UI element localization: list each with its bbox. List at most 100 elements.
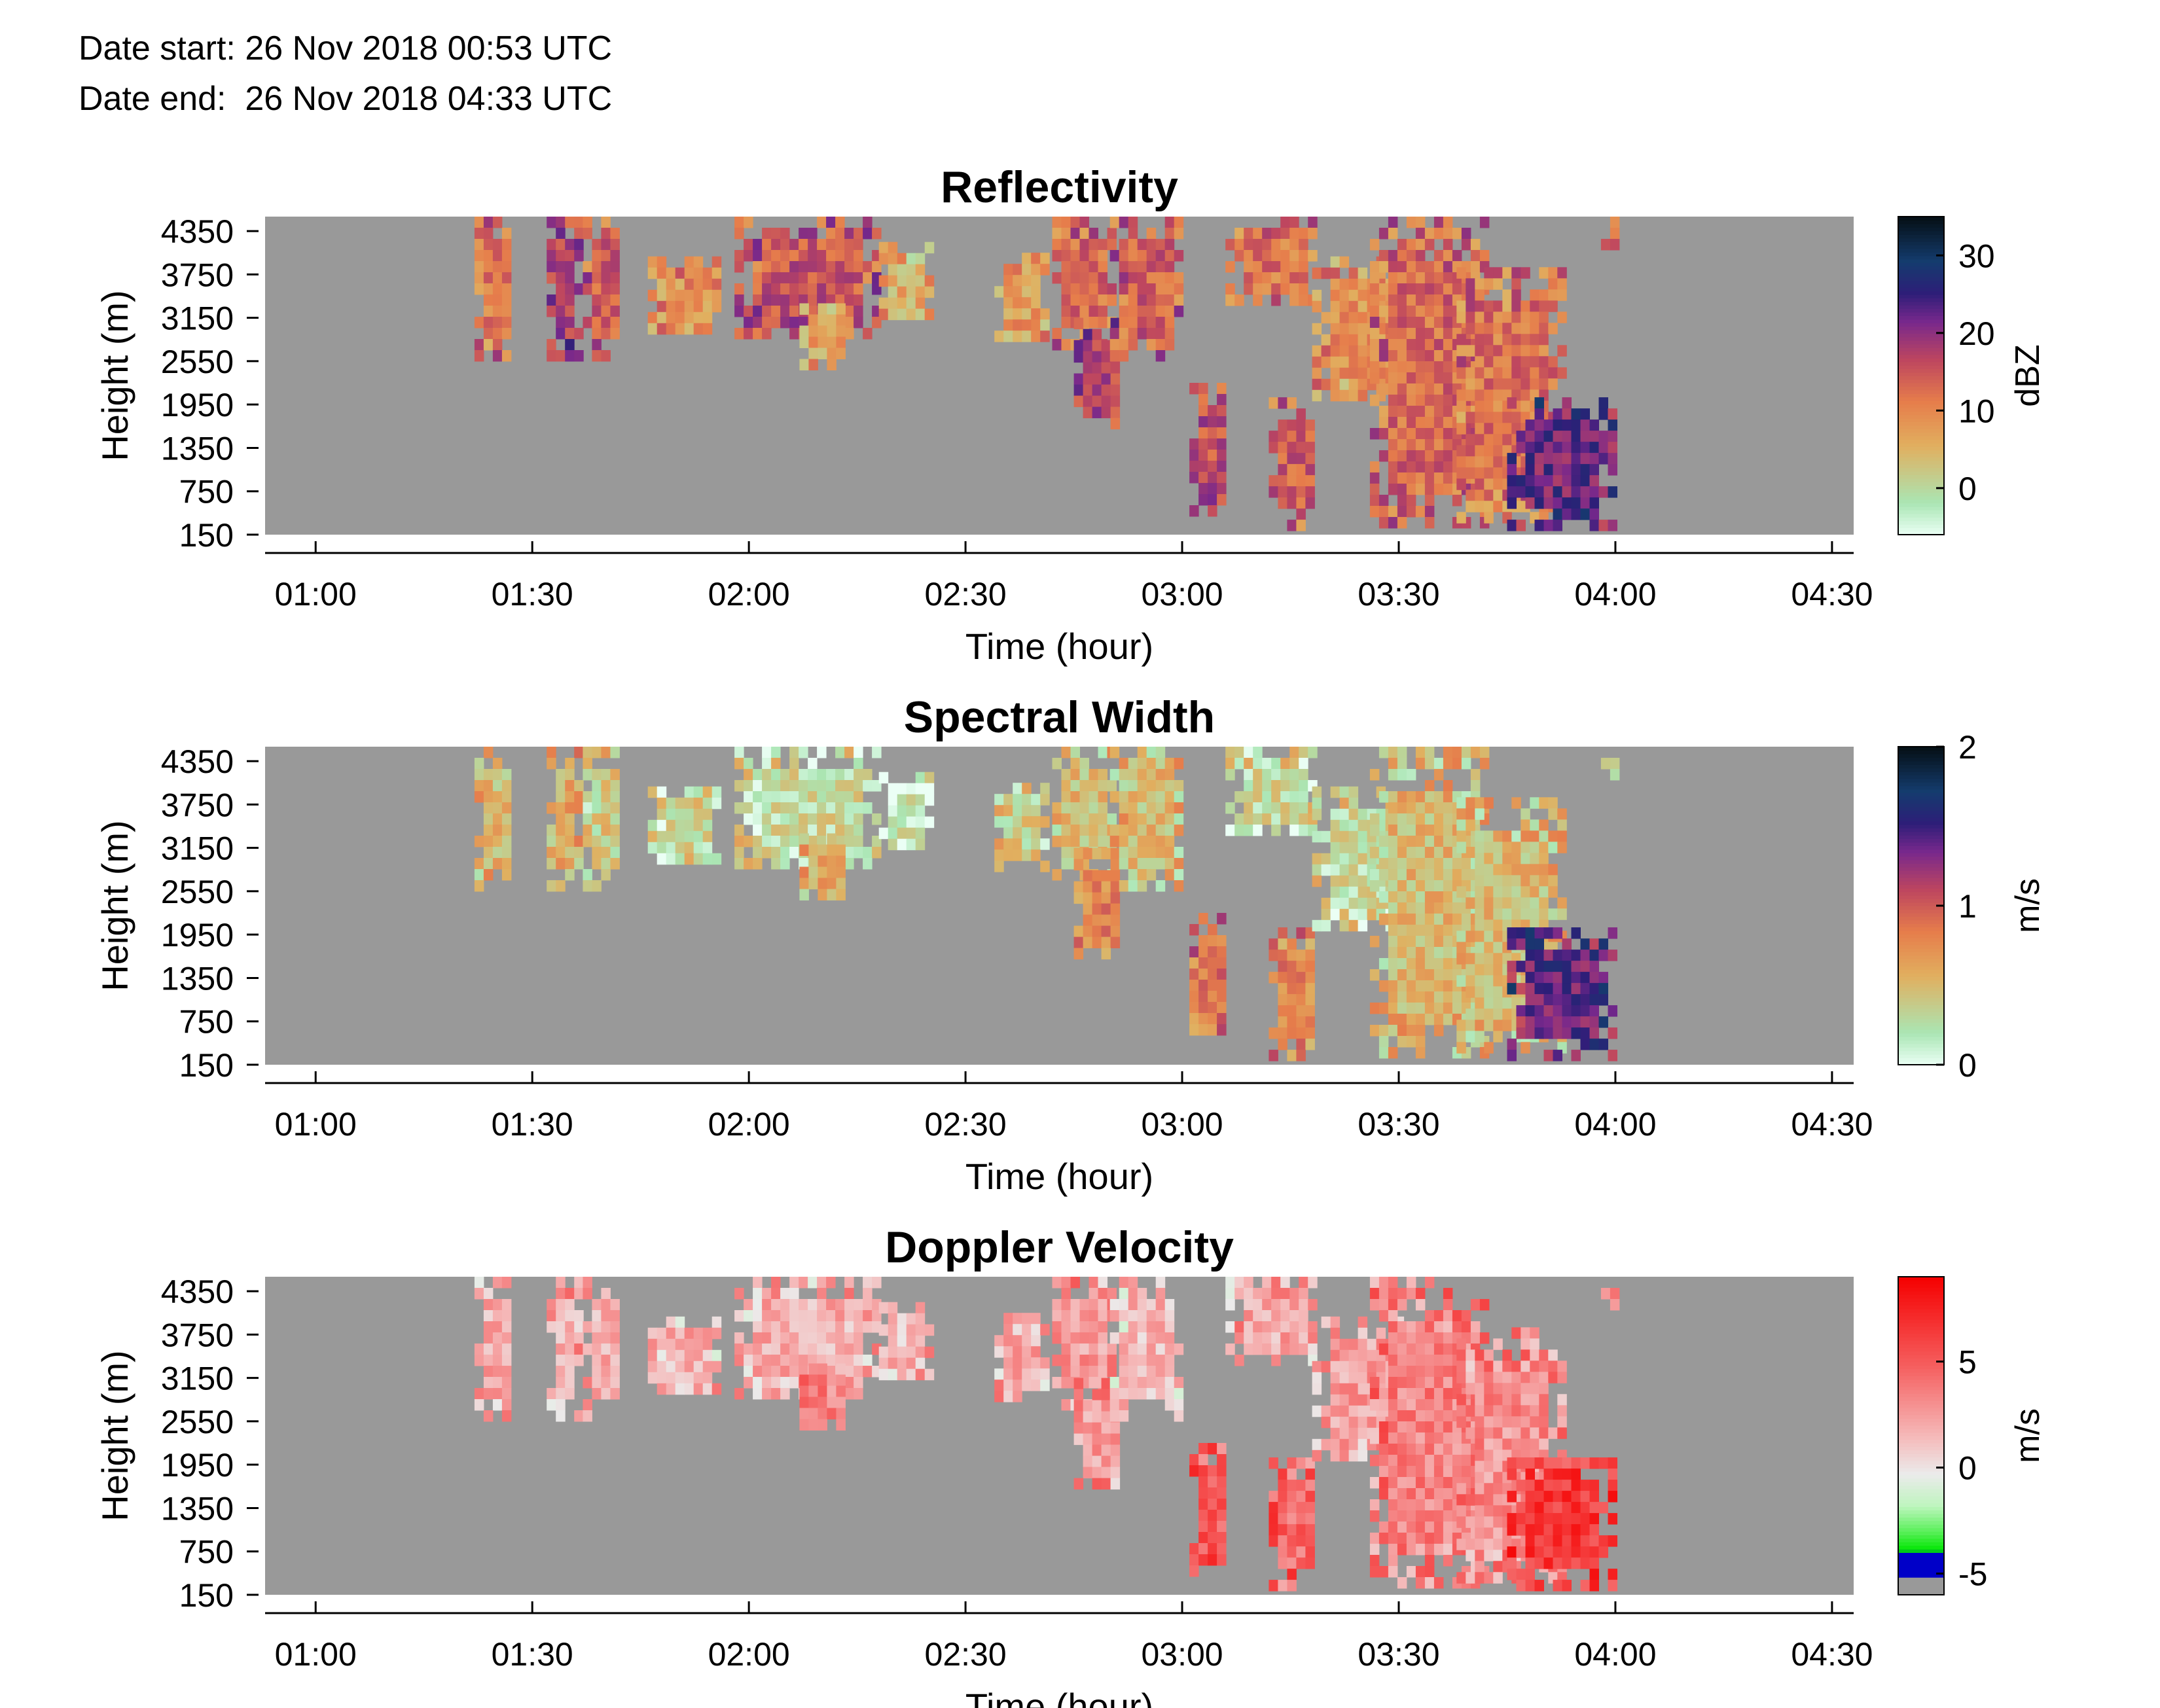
panel-3-echo-cell bbox=[1119, 1288, 1129, 1300]
panel-2-echo-cell bbox=[1484, 797, 1494, 809]
panel-2-echo-cell bbox=[1388, 914, 1398, 925]
panel-3-echo-cell bbox=[1070, 1310, 1080, 1322]
panel-3-echo-cell bbox=[1580, 1491, 1590, 1503]
panel-1-echo-cell bbox=[501, 283, 512, 295]
panel-2-echo-cell bbox=[574, 847, 584, 859]
panel-1-echo-cell bbox=[565, 217, 575, 228]
panel-2-echo-cell bbox=[474, 758, 484, 770]
panel-3-echo-cell bbox=[1475, 1472, 1485, 1484]
panel-1-echo-cell bbox=[1092, 351, 1102, 363]
panel-2-echo-cell bbox=[799, 825, 808, 836]
panel-2-colorbar-segment bbox=[1898, 1047, 1944, 1052]
panel-1-echo-cell bbox=[1330, 345, 1341, 357]
panel-1-echo-cell bbox=[1305, 497, 1315, 509]
panel-1-echo-cell bbox=[808, 294, 818, 306]
panel-1-echo-cell bbox=[1415, 450, 1426, 462]
panel-1-echo-cell bbox=[1003, 297, 1013, 309]
panel-1-echo-cell bbox=[1415, 306, 1426, 317]
panel-3-echo-cell bbox=[492, 1299, 503, 1311]
panel-3-echo-cell bbox=[1433, 1355, 1444, 1366]
panel-3-echo-cell bbox=[1299, 1288, 1308, 1300]
panel-3-echo-cell bbox=[1466, 1539, 1475, 1550]
panel-2-echo-cell bbox=[1244, 813, 1253, 825]
panel-2-echo-cell bbox=[1128, 847, 1138, 859]
panel-2-echo-cell bbox=[1470, 769, 1481, 781]
panel-1-echo-cell bbox=[1608, 408, 1617, 420]
panel-3-echo-cell bbox=[1406, 1343, 1416, 1355]
panel-2-colorbar-segment bbox=[1898, 800, 1944, 804]
panel-2-echo-cell bbox=[1321, 830, 1331, 843]
panel-3-echo-cell bbox=[1299, 1277, 1308, 1289]
panel-3-echo-cell bbox=[1339, 1405, 1350, 1417]
panel-1-colorbar-segment bbox=[1898, 520, 1944, 525]
panel-2-echo-cell bbox=[1493, 886, 1503, 898]
panel-2-colorbar-segment bbox=[1898, 856, 1944, 861]
panel-1-echo-cell bbox=[675, 323, 685, 335]
panel-3-echo-cell bbox=[1155, 1288, 1166, 1300]
panel-1-echo-cell bbox=[835, 294, 845, 306]
panel-3-echo-cell bbox=[1433, 1544, 1444, 1556]
panel-1-echo-cell bbox=[762, 328, 772, 340]
panel-3-colorbar-segment bbox=[1898, 1474, 1944, 1479]
panel-3-echo-cell bbox=[1083, 1467, 1093, 1479]
panel-1-echo-cell bbox=[565, 306, 575, 317]
panel-2-echo-cell bbox=[1070, 813, 1080, 825]
panel-3-echo-cell bbox=[1330, 1338, 1341, 1351]
panel-3-echo-cell bbox=[1397, 1466, 1407, 1478]
panel-3-echo-cell bbox=[1137, 1288, 1147, 1300]
panel-1-echo-cell bbox=[734, 261, 744, 273]
panel-3-colorbar-segment bbox=[1898, 1588, 1944, 1592]
panel-2-echo-cell bbox=[1406, 858, 1416, 870]
panel-1-echo-cell bbox=[762, 283, 772, 295]
panel-3-echo-cell bbox=[1470, 1299, 1481, 1311]
panel-1-echo-cell bbox=[1415, 261, 1426, 273]
panel-3-echo-cell bbox=[1580, 1513, 1590, 1525]
panel-1-echo-cell bbox=[817, 217, 827, 228]
panel-2-echo-cell bbox=[1502, 908, 1512, 920]
panel-2-echo-cell bbox=[1521, 819, 1530, 831]
panel-2-echo-cell bbox=[657, 830, 667, 843]
panel-3-echo-cell bbox=[592, 1299, 602, 1311]
panel-1-echo-cell bbox=[1217, 483, 1227, 495]
panel-2-echo-cell bbox=[1305, 938, 1315, 950]
panel-1-echo-cell bbox=[863, 217, 873, 228]
panel-3-echo-cell bbox=[1330, 1383, 1341, 1395]
panel-3-echo-cell bbox=[1052, 1321, 1062, 1333]
panel-1-echo-cell bbox=[1507, 453, 1517, 465]
panel-3-echo-cell bbox=[1521, 1427, 1530, 1439]
panel-3-echo-cell bbox=[501, 1277, 512, 1289]
panel-2-echo-cell bbox=[1553, 961, 1562, 972]
panel-1-echo-cell bbox=[1031, 275, 1041, 287]
panel-2-echo-cell bbox=[1262, 813, 1272, 825]
panel-2-colorbar-segment bbox=[1898, 976, 1944, 981]
panel-2-colorbar-segment bbox=[1898, 849, 1944, 853]
panel-3-echo-cell bbox=[1521, 1383, 1530, 1395]
panel-1-colorbar-segment bbox=[1898, 344, 1944, 348]
panel-3-echo-cell bbox=[1312, 1405, 1322, 1417]
panel-2-echo-cell bbox=[1339, 853, 1350, 865]
panel-3-echo-cell bbox=[1443, 1477, 1453, 1489]
panel-2-echo-cell bbox=[1443, 902, 1453, 914]
panel-2-echo-cell bbox=[1287, 961, 1297, 972]
panel-1-echo-cell bbox=[1278, 442, 1287, 454]
panel-3-echo-cell bbox=[863, 1321, 873, 1333]
panel-3-colorbar-segment bbox=[1898, 1524, 1944, 1529]
panel-1-echo-cell bbox=[835, 228, 845, 240]
panel-1-echo-cell bbox=[1312, 323, 1322, 335]
panel-3-echo-cell bbox=[1534, 1535, 1544, 1547]
panel-2-echo-cell bbox=[1539, 875, 1549, 887]
panel-1-echo-cell bbox=[574, 328, 584, 340]
panel-3-echo-cell bbox=[1415, 1444, 1426, 1455]
panel-1-echo-cell bbox=[1253, 239, 1263, 251]
panel-1-echo-cell bbox=[702, 311, 713, 324]
panel-1-echo-cell bbox=[753, 272, 763, 284]
panel-2-echo-cell bbox=[1164, 802, 1175, 814]
panel-2-echo-cell bbox=[1101, 881, 1111, 893]
panel-3-echo-cell bbox=[1493, 1427, 1503, 1439]
panel-3-echo-cell bbox=[1388, 1332, 1398, 1344]
date-end-label: Date end: 26 Nov 2018 04:33 UTC bbox=[79, 80, 613, 118]
panel-3-echo-cell bbox=[1507, 1546, 1517, 1558]
panel-1-echo-cell bbox=[657, 289, 667, 302]
panel-1-echo-cell bbox=[854, 261, 863, 273]
panel-2-echo-cell bbox=[1433, 980, 1444, 992]
